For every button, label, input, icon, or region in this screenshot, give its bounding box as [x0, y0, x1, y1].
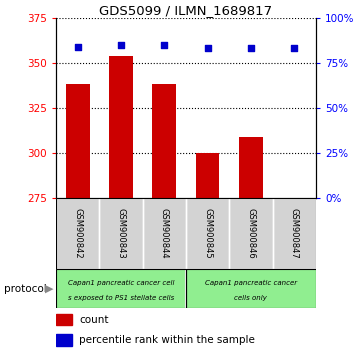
Text: GSM900845: GSM900845: [203, 208, 212, 259]
Bar: [66, 85, 90, 198]
Bar: [56, 198, 99, 269]
Bar: [152, 85, 176, 198]
Text: ▶: ▶: [44, 284, 53, 293]
Text: Capan1 pancreatic cancer cell: Capan1 pancreatic cancer cell: [68, 280, 174, 286]
Point: [205, 46, 210, 51]
Bar: [229, 198, 273, 269]
Bar: [273, 198, 316, 269]
Bar: [109, 56, 133, 198]
Text: protocol: protocol: [4, 284, 46, 293]
Bar: [99, 198, 143, 269]
Text: GSM900846: GSM900846: [247, 208, 255, 259]
Text: s exposed to PS1 stellate cells: s exposed to PS1 stellate cells: [68, 295, 174, 301]
Point: [291, 46, 297, 51]
Bar: [186, 198, 229, 269]
Bar: [186, 198, 229, 269]
Text: GSM900844: GSM900844: [160, 208, 169, 259]
Bar: [56, 269, 186, 308]
Text: percentile rank within the sample: percentile rank within the sample: [79, 335, 255, 345]
Text: GSM900847: GSM900847: [290, 208, 299, 259]
Text: count: count: [79, 315, 109, 325]
Point: [248, 46, 254, 51]
Bar: [186, 269, 316, 308]
Title: GDS5099 / ILMN_1689817: GDS5099 / ILMN_1689817: [99, 4, 273, 17]
Bar: [186, 269, 316, 308]
Bar: [196, 153, 219, 198]
Bar: [99, 198, 143, 269]
Point: [75, 44, 81, 50]
Text: cells only: cells only: [234, 295, 268, 301]
Bar: [143, 198, 186, 269]
Text: GSM900843: GSM900843: [117, 208, 125, 259]
Bar: [143, 198, 186, 269]
Point: [161, 42, 167, 47]
Point: [118, 42, 124, 47]
Bar: [56, 198, 99, 269]
Text: Capan1 pancreatic cancer: Capan1 pancreatic cancer: [205, 280, 297, 286]
Bar: [229, 198, 273, 269]
Text: GSM900842: GSM900842: [73, 208, 82, 259]
Bar: [56, 314, 72, 325]
Bar: [273, 198, 316, 269]
Bar: [56, 334, 72, 346]
Bar: [56, 269, 186, 308]
Bar: [239, 137, 263, 198]
